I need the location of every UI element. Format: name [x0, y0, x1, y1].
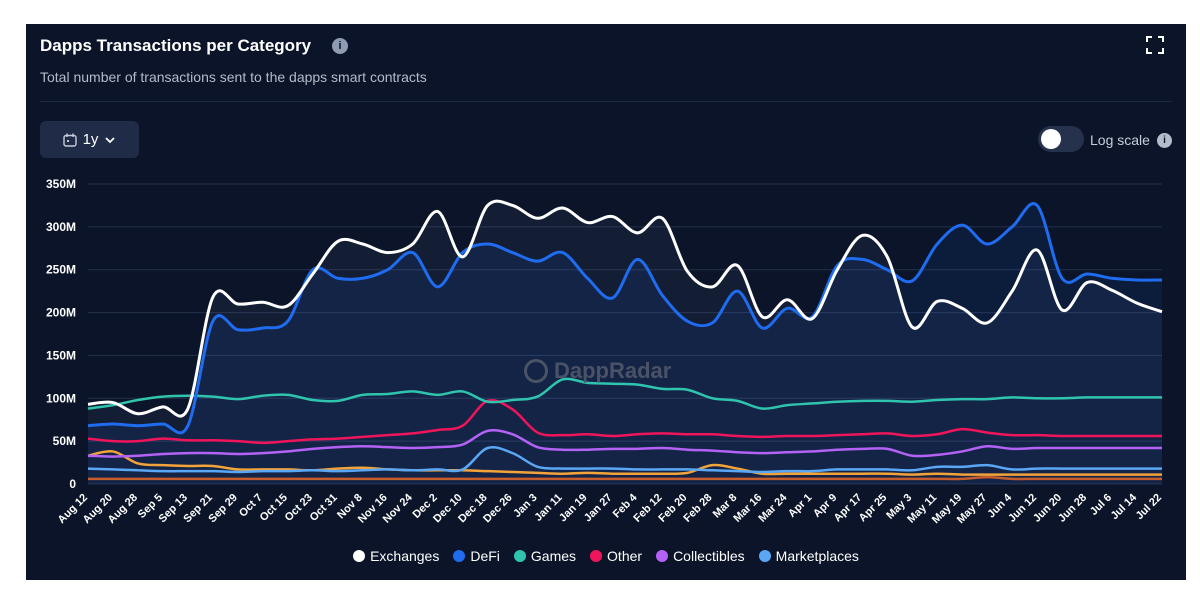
- series-line-exchanges[interactable]: [87, 199, 1163, 418]
- legend-item-collectibles[interactable]: Collectibles: [656, 548, 745, 564]
- y-tick-label: 100M: [46, 391, 76, 405]
- legend-label: Collectibles: [673, 548, 745, 564]
- legend-dot: [453, 550, 466, 562]
- legend-label: Games: [530, 548, 577, 564]
- y-tick-label: 0: [69, 477, 76, 491]
- x-tick-label: Jan 27: [582, 492, 615, 525]
- info-icon[interactable]: i: [332, 38, 348, 54]
- legend-item-marketplaces[interactable]: Marketplaces: [758, 548, 859, 564]
- time-range-select[interactable]: 1y: [40, 121, 139, 158]
- x-tick-label: Apr 25: [857, 492, 890, 525]
- series-line-marketplaces[interactable]: [87, 445, 1162, 474]
- calendar-icon: [62, 133, 77, 147]
- y-tick-label: 150M: [46, 348, 76, 362]
- x-tick-label: Jul 14: [1109, 491, 1140, 522]
- divider: [40, 101, 1172, 102]
- dappradar-logo-icon: [524, 359, 548, 383]
- legend: Exchanges DeFi Games Other Collectibles Marke…: [26, 548, 1186, 564]
- y-tick-label: 250M: [46, 263, 76, 277]
- legend-dot: [590, 550, 603, 562]
- x-tick-label: Nov 24: [381, 491, 416, 526]
- legend-label: DeFi: [470, 548, 500, 564]
- chart-title: Dapps Transactions per Category: [40, 36, 312, 55]
- info-icon[interactable]: i: [1157, 133, 1172, 148]
- legend-dot: [656, 550, 669, 562]
- y-tick-label: 200M: [46, 306, 76, 320]
- y-tick-label: 350M: [46, 177, 76, 191]
- x-tick-label: Feb 28: [681, 492, 714, 525]
- series-line-brown-series[interactable]: [88, 475, 1162, 481]
- chart-panel: Dapps Transactions per Category i Total …: [26, 24, 1186, 580]
- series-line-games[interactable]: [87, 377, 1162, 410]
- legend-item-defi[interactable]: DeFi: [453, 548, 500, 564]
- legend-dot: [353, 550, 366, 562]
- legend-item-games[interactable]: Games: [513, 548, 577, 564]
- exchanges-area: [88, 201, 1162, 484]
- watermark-text: DappRadar: [554, 358, 672, 383]
- x-tick-label: Mar 24: [756, 491, 790, 525]
- fullscreen-icon[interactable]: [1146, 36, 1164, 54]
- log-scale-label: Log scale: [1090, 132, 1150, 148]
- legend-label: Marketplaces: [775, 548, 859, 564]
- legend-label: Exchanges: [370, 548, 440, 564]
- x-tick-label: Jun 28: [1056, 492, 1089, 525]
- series-line-other[interactable]: [87, 398, 1162, 445]
- watermark: DappRadar: [524, 358, 671, 384]
- legend-dot: [758, 550, 771, 562]
- series-line-defi[interactable]: [87, 202, 1163, 435]
- x-tick-label: Oct 31: [308, 492, 340, 524]
- y-tick-label: 300M: [46, 220, 76, 234]
- x-tick-label: Apr 1: [786, 492, 814, 520]
- log-scale-toggle[interactable]: [1038, 126, 1084, 152]
- x-tick-label: Jul 22: [1134, 492, 1165, 523]
- series-line-collectibles[interactable]: [87, 429, 1162, 458]
- legend-item-exchanges[interactable]: Exchanges: [353, 548, 439, 564]
- legend-item-other[interactable]: Other: [590, 548, 642, 564]
- chart-subtitle: Total number of transactions sent to the…: [40, 69, 427, 85]
- legend-label: Other: [607, 548, 643, 564]
- toggle-knob: [1041, 129, 1061, 149]
- legend-dot: [513, 550, 526, 562]
- y-tick-label: 50M: [53, 434, 76, 448]
- time-range-label: 1y: [82, 131, 99, 148]
- series-line-orange-series[interactable]: [87, 449, 1162, 476]
- chevron-down-icon: [105, 136, 116, 143]
